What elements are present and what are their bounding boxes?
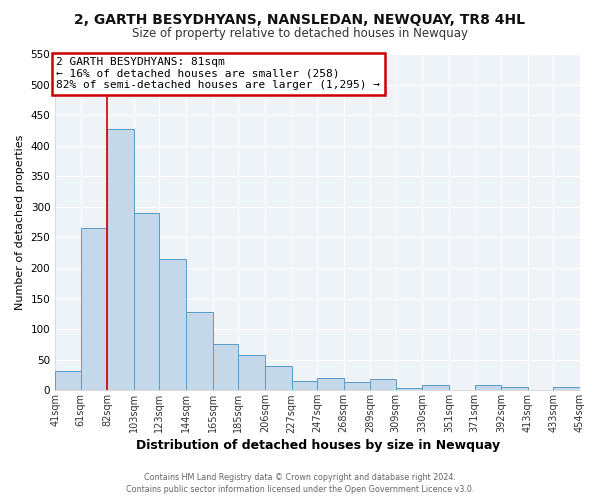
Bar xyxy=(107,128,134,390)
Bar xyxy=(265,366,292,390)
Y-axis label: Number of detached properties: Number of detached properties xyxy=(15,134,25,310)
Bar xyxy=(344,382,370,390)
Bar xyxy=(475,386,501,390)
Bar xyxy=(317,378,344,390)
Bar xyxy=(134,213,160,390)
Text: 2 GARTH BESYDHYANS: 81sqm
← 16% of detached houses are smaller (258)
82% of semi: 2 GARTH BESYDHYANS: 81sqm ← 16% of detac… xyxy=(56,57,380,90)
Bar xyxy=(370,380,396,390)
Bar xyxy=(422,386,449,390)
Text: Size of property relative to detached houses in Newquay: Size of property relative to detached ho… xyxy=(132,28,468,40)
Text: 2, GARTH BESYDHYANS, NANSLEDAN, NEWQUAY, TR8 4HL: 2, GARTH BESYDHYANS, NANSLEDAN, NEWQUAY,… xyxy=(74,12,526,26)
Text: Contains HM Land Registry data © Crown copyright and database right 2024.
Contai: Contains HM Land Registry data © Crown c… xyxy=(126,472,474,494)
Bar xyxy=(238,355,265,390)
X-axis label: Distribution of detached houses by size in Newquay: Distribution of detached houses by size … xyxy=(136,440,500,452)
Bar xyxy=(553,387,580,390)
Bar xyxy=(160,259,186,390)
Bar xyxy=(501,387,528,390)
Bar xyxy=(213,344,238,391)
Bar xyxy=(55,370,80,390)
Bar xyxy=(396,388,422,390)
Bar xyxy=(80,228,107,390)
Bar xyxy=(186,312,213,390)
Bar xyxy=(292,381,317,390)
